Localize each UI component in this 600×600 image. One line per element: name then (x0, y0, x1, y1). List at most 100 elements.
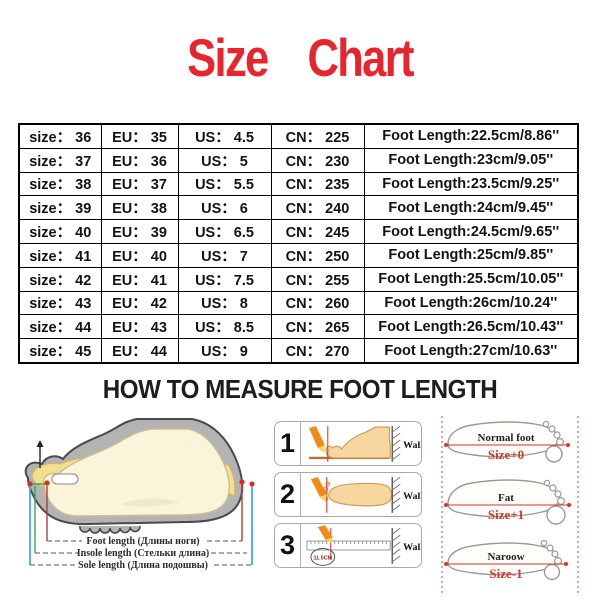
wall-label: Wall (403, 542, 421, 553)
size-cell: size： 36 (18, 123, 102, 149)
us-cell: US： 9 (177, 338, 272, 364)
measure-steps: 1 Wall 2 (274, 421, 422, 568)
foot-length-cell: Foot Length:25.5cm/10.05'' (363, 266, 579, 292)
foot-type-size: Size-1 (489, 566, 522, 581)
foot-length-cell: Foot Length:24.5cm/9.65'' (363, 219, 579, 244)
foot-type-name: Naroow (487, 551, 524, 563)
foot-length-cell: Foot Length:26cm/10.24'' (363, 290, 579, 316)
step-number: 3 (275, 524, 301, 567)
foot-length-cell: Foot Length:23.5cm/9.25'' (363, 171, 579, 197)
size-cell: size： 44 (18, 314, 102, 340)
foot-type-size: Size+0 (488, 447, 524, 462)
cn-cell: CN： 265 (270, 314, 365, 340)
pencil-icon (308, 426, 325, 453)
step-2-illustration: Wall (310, 476, 421, 513)
table-row: size： 44 EU： 43 US： 8.5 CN： 265 Foot Len… (18, 314, 579, 340)
us-cell: US： 5.5 (177, 171, 272, 197)
cn-cell: CN： 255 (270, 266, 365, 292)
cn-cell: CN： 240 (270, 195, 365, 221)
us-cell: US： 7 (177, 242, 272, 268)
table-row: size： 45 EU： 44 US： 9 CN： 270 Foot Lengt… (18, 338, 579, 364)
cn-cell: CN： 270 (270, 338, 365, 364)
measurement-callout (310, 547, 336, 566)
eu-cell: EU： 42 (100, 290, 179, 316)
cn-cell: CN： 225 (270, 123, 365, 149)
wall-hatch (391, 527, 401, 564)
us-cell: US： 5 (177, 147, 272, 173)
table-row: size： 37 EU： 36 US： 5 CN： 230 Foot Lengt… (18, 147, 579, 173)
table-row: size： 43 EU： 42 US： 8 CN： 260 Foot Lengt… (18, 290, 579, 316)
ruler (306, 540, 391, 551)
table-row: size： 41 EU： 40 US： 7 CN： 250 Foot Lengt… (18, 242, 579, 268)
size-cell: size： 40 (18, 219, 102, 244)
measure-step-2: 2 Wall (274, 472, 422, 517)
foot-length-cell: Foot Length:22.5cm/8.86'' (363, 123, 579, 149)
step-number: 1 (275, 422, 301, 465)
us-cell: US： 7.5 (177, 266, 272, 292)
pencil-icon (310, 477, 327, 502)
us-cell: US： 6.5 (177, 219, 272, 244)
step-1-illustration: Wall (308, 425, 421, 462)
eu-cell: EU： 38 (100, 195, 179, 221)
size-cell: size： 38 (18, 171, 102, 197)
sole-length-label: Sole length (Длина подошвы) (78, 560, 208, 571)
pencil-icon (317, 525, 333, 545)
table-row: size： 42 EU： 41 US： 7.5 CN： 255 Foot Len… (18, 266, 579, 292)
size-cell: size： 42 (18, 266, 102, 292)
table-row: size： 40 EU： 39 US： 6.5 CN： 245 Foot Len… (18, 219, 579, 244)
cn-cell: CN： 250 (270, 242, 365, 268)
wall-label: Wall (403, 491, 421, 502)
size-cell: size： 45 (18, 338, 102, 364)
foot-length-cell: Foot Length:25cm/9.85'' (363, 242, 579, 268)
cn-cell: CN： 235 (270, 171, 365, 197)
us-cell: US： 8 (177, 290, 272, 316)
measure-step-3: 3 11.5CM Wall (274, 523, 422, 568)
foot-type-normal: Normal foot Size+0 (444, 420, 570, 463)
page-title: Size Chart (187, 29, 414, 88)
shoe-measurement-diagram: Foot length (Длины ноги) Insole length (… (24, 418, 255, 571)
foot-length-label: Foot length (Длины ноги) (86, 536, 199, 547)
foot-type-narrow: Naroow Size-1 (444, 539, 568, 581)
wall-label: Wall (403, 440, 421, 451)
step-3-illustration: 11.5CM Wall (306, 525, 421, 566)
eu-cell: EU： 44 (100, 338, 179, 364)
table-row: size： 39 EU： 38 US： 6 CN： 240 Foot Lengt… (18, 195, 579, 221)
size-cell: size： 37 (18, 147, 102, 173)
ruler-ticks (310, 541, 387, 545)
table-row: size： 36 EU： 35 US： 4.5 CN： 225 Foot Len… (18, 123, 579, 149)
us-cell: US： 6 (177, 195, 272, 221)
foot-length-cell: Foot Length:27cm/10.63'' (363, 338, 579, 364)
shoe-illustration (24, 418, 244, 534)
cn-cell: CN： 230 (270, 147, 365, 173)
foot-type-fat: Fat Size+1 (444, 479, 571, 525)
us-cell: US： 4.5 (177, 123, 272, 149)
insole-length-label: Insole length (Стельки длина) (77, 548, 209, 559)
size-cell: size： 41 (18, 242, 102, 268)
foot-width-types: Normal foot Size+0 Fat Size+1 (441, 416, 579, 596)
ruler-note: 11.5CM (313, 555, 332, 561)
measure-step-1: 1 Wall (274, 421, 422, 466)
foot-length-cell: Foot Length:26.5cm/10.43'' (363, 314, 579, 340)
table-row: size： 38 EU： 37 US： 5.5 CN： 235 Foot Len… (18, 171, 579, 197)
size-chart-table: size： 36 EU： 35 US： 4.5 CN： 225 Foot Len… (18, 123, 579, 364)
wall-hatch (391, 476, 401, 513)
eu-cell: EU： 41 (100, 266, 179, 292)
wall-hatch (391, 425, 401, 462)
eu-cell: EU： 36 (100, 147, 179, 173)
cn-cell: CN： 260 (270, 290, 365, 316)
foot-length-cell: Foot Length:24cm/9.45'' (363, 195, 579, 221)
foot-side-view (325, 426, 391, 459)
eu-cell: EU： 37 (100, 171, 179, 197)
foot-type-name: Fat (498, 492, 514, 504)
foot-type-name: Normal foot (477, 432, 534, 444)
cn-cell: CN： 245 (270, 219, 365, 244)
eu-cell: EU： 43 (100, 314, 179, 340)
size-cell: size： 39 (18, 195, 102, 221)
measure-heading: HOW TO MEASURE FOOT LENGTH (102, 374, 498, 404)
step-number: 2 (275, 473, 301, 516)
foot-length-cell: Foot Length:23cm/9.05'' (363, 147, 579, 173)
us-cell: US： 8.5 (177, 314, 272, 340)
foot-type-size: Size+1 (488, 507, 524, 522)
eu-cell: EU： 39 (100, 219, 179, 244)
measurement-lines: Foot length (Длины ноги) Insole length (… (27, 440, 255, 571)
